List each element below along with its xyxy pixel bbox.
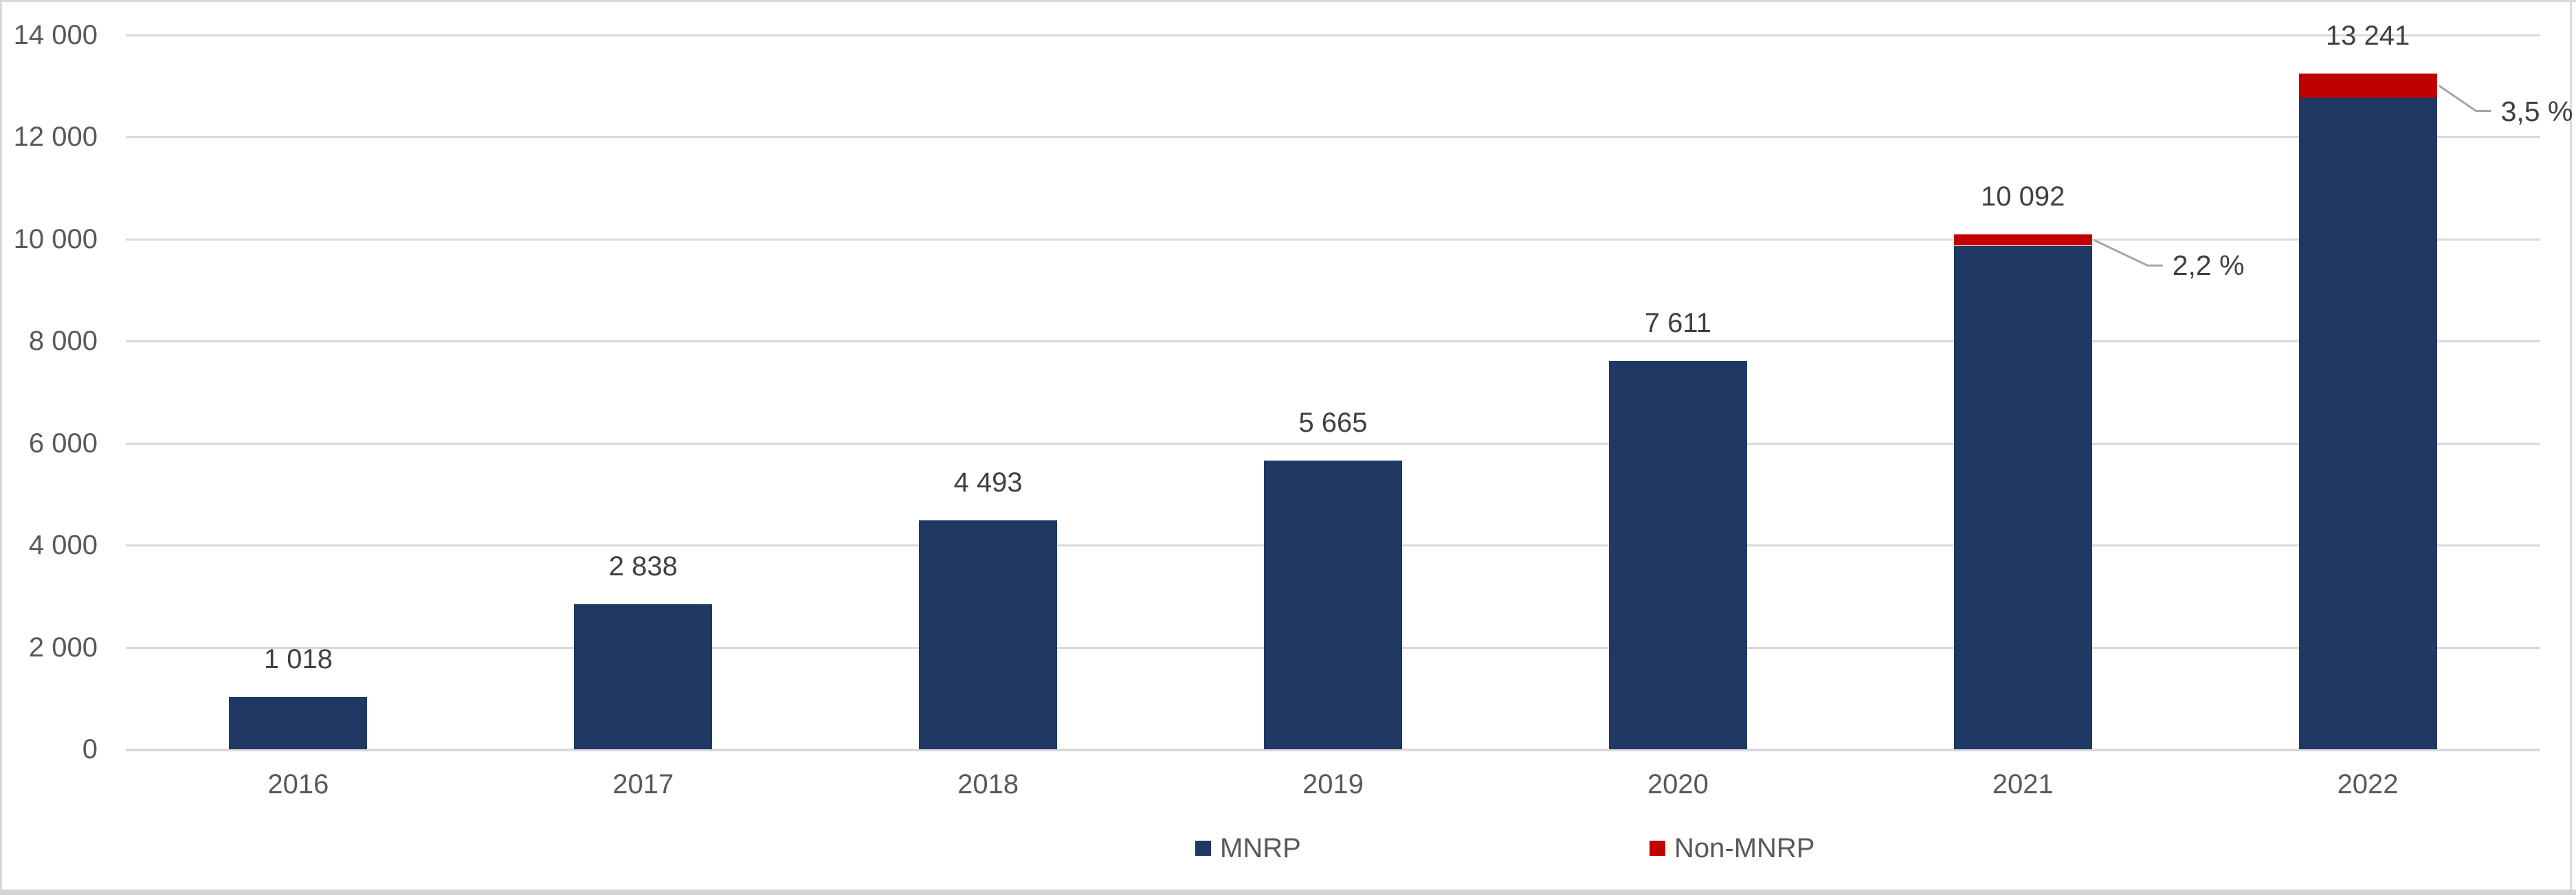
y-tick-label: 2 000 — [28, 632, 98, 663]
frame-border-top — [0, 0, 2576, 2]
bar-segment-mnrp — [1608, 361, 1747, 749]
callout-percent-label: 2,2 % — [2172, 250, 2245, 282]
bar-value-label: 1 018 — [263, 644, 333, 675]
y-tick-label: 6 000 — [28, 428, 98, 458]
frame-border-right — [2570, 0, 2572, 890]
x-tick-label: 2019 — [1302, 769, 1364, 799]
x-tick-label: 2021 — [1992, 769, 2054, 799]
gridline — [126, 340, 2540, 343]
y-tick-label: 10 000 — [13, 223, 98, 254]
frame-border-left — [0, 0, 2, 890]
x-tick-label: 2017 — [612, 769, 674, 799]
gridline — [126, 136, 2540, 139]
gridline — [126, 442, 2540, 445]
y-tick-label: 8 000 — [28, 326, 98, 357]
bar-value-label: 2 838 — [608, 551, 678, 582]
x-tick-label: 2016 — [267, 769, 329, 799]
bar-segment-mnrp — [1264, 460, 1402, 749]
y-tick-label: 12 000 — [13, 122, 98, 153]
bar-segment-non-mnrp — [1953, 234, 2092, 246]
legend-swatch-non-mnrp — [1650, 841, 1665, 856]
bar-value-label: 10 092 — [1981, 181, 2065, 212]
window-bottom-edge — [0, 890, 2576, 895]
bar-segment-mnrp — [2298, 97, 2437, 749]
bar-value-label: 7 611 — [1644, 308, 1711, 339]
gridline — [126, 238, 2540, 241]
legend-swatch-mnrp — [1195, 841, 1211, 856]
y-tick-label: 0 — [82, 734, 98, 764]
bar-value-label: 13 241 — [2325, 21, 2410, 52]
x-axis-line — [126, 749, 2540, 751]
bar-segment-mnrp — [229, 697, 368, 749]
bar-segment-mnrp — [574, 604, 713, 749]
x-tick-label: 2020 — [1647, 769, 1709, 799]
legend-label-non-mnrp: Non-MNRP — [1674, 833, 1815, 863]
callout-percent-label: 3,5 % — [2500, 95, 2573, 127]
x-tick-label: 2022 — [2337, 769, 2399, 799]
leader-line — [2094, 239, 2163, 267]
leader-line — [2438, 85, 2491, 113]
bar-segment-non-mnrp — [2298, 74, 2437, 98]
gridline — [126, 34, 2540, 36]
legend-label-mnrp: MNRP — [1220, 833, 1301, 863]
bar-value-label: 4 493 — [953, 467, 1023, 498]
legend-item-mnrp: MNRP — [1195, 833, 1301, 863]
bar-value-label: 5 665 — [1298, 407, 1368, 438]
bar-segment-mnrp — [919, 520, 1058, 749]
y-tick-label: 4 000 — [28, 530, 98, 561]
x-tick-label: 2018 — [957, 769, 1019, 799]
legend-item-non-mnrp: Non-MNRP — [1650, 833, 1814, 863]
y-tick-label: 14 000 — [13, 20, 98, 50]
bar-segment-mnrp — [1953, 245, 2092, 749]
